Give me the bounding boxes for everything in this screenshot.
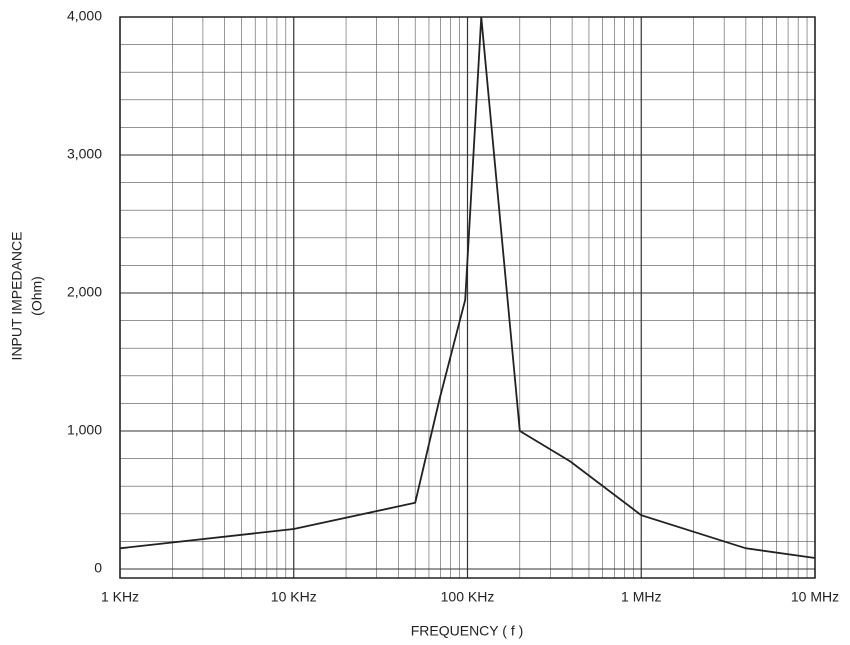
y-tick-label: 4,000 [67,8,102,24]
y-tick-label: 0 [94,560,102,576]
x-tick-label: 10 KHz [271,589,317,605]
x-tick-label: 1 MHz [621,589,661,605]
y-axis-label: INPUT IMPEDANCE [9,232,25,361]
y-axis-label: (Ohm) [29,276,45,316]
chart: FREQUENCY ( f ) INPUT IMPEDANCE (Ohm) 0 1… [0,0,850,645]
x-tick-label: 10 MHz [791,589,839,605]
x-tick-label: 100 KHz [441,589,495,605]
x-tick-label: 1 KHz [101,589,139,605]
x-axis-label: FREQUENCY ( f ) [411,623,524,639]
y-tick-label: 3,000 [67,146,102,162]
y-tick-label: 1,000 [67,422,102,438]
y-tick-label: 2,000 [67,284,102,300]
